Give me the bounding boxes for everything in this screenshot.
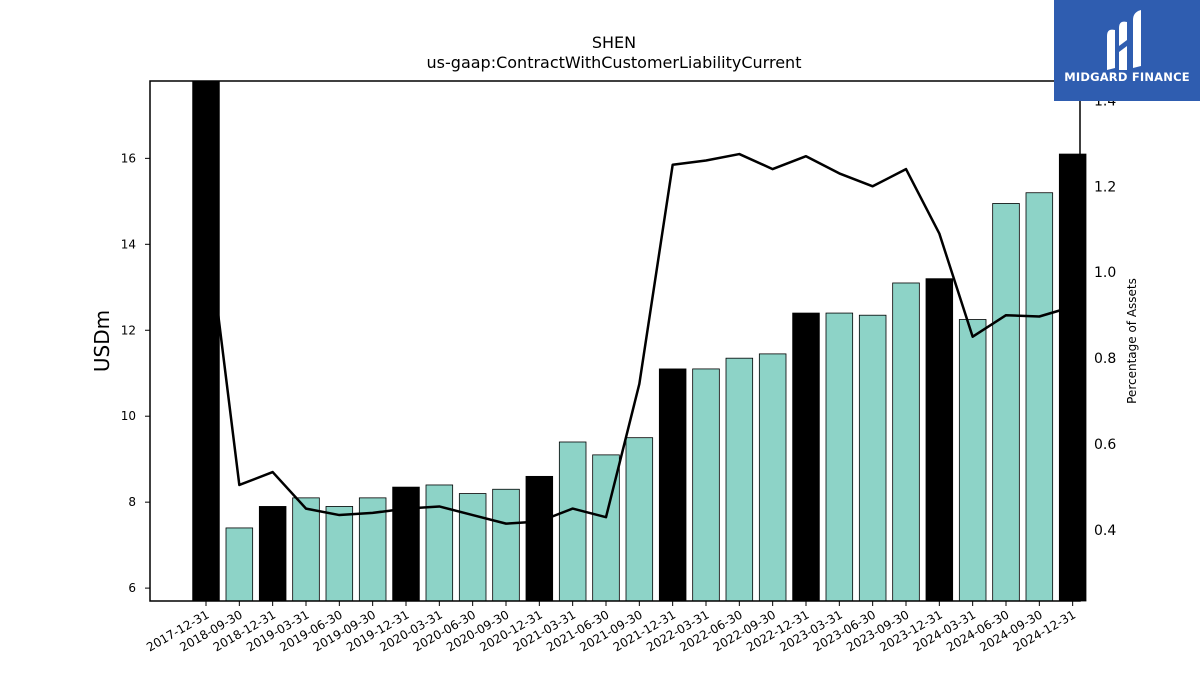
bar-2019-06-30 (325, 506, 354, 602)
y-tick-label: 6 (128, 581, 136, 595)
bar-2022-03-31 (692, 368, 720, 602)
bar-2019-12-31 (392, 486, 420, 602)
y-tick-label: 16 (121, 151, 136, 165)
bar-2021-03-31 (558, 441, 587, 602)
bar-2018-09-30 (225, 527, 254, 602)
line-layer (204, 152, 1074, 525)
bar-2024-09-30 (1025, 192, 1054, 602)
bar-2022-06-30 (725, 357, 754, 602)
bar-2023-03-31 (825, 312, 854, 602)
y2-tick-label: 0.8 (1094, 351, 1116, 367)
y-axis-label: USDm (90, 310, 114, 372)
y2-tick-label: 0.4 (1094, 523, 1116, 539)
bar-2018-12-31 (258, 506, 287, 602)
bar-2023-12-31 (925, 278, 954, 602)
bar-2020-12-31 (525, 475, 554, 602)
bar-2022-12-31 (792, 312, 820, 602)
logo-text: MIDGARD FINANCE (1064, 70, 1190, 84)
y2-axis-label: Percentage of Assets (1125, 278, 1139, 404)
bar-2021-12-31 (658, 368, 687, 602)
percentage-of-assets-line (204, 152, 1074, 525)
chart-subtitle: us-gaap:ContractWithCustomerLiabilityCur… (427, 53, 802, 72)
bar-2023-06-30 (858, 314, 887, 602)
y-tick-label: 14 (121, 237, 136, 251)
bar-2024-03-31 (958, 319, 987, 602)
y-tick-label: 8 (128, 495, 136, 509)
bar-2020-06-30 (458, 493, 487, 602)
bar-2024-06-30 (992, 203, 1020, 602)
bars-layer (192, 80, 1087, 602)
chart-title: SHEN (592, 33, 636, 52)
y-tick-label: 10 (121, 409, 136, 423)
plot-frame (149, 80, 1081, 602)
bar-2019-09-30 (358, 497, 387, 602)
bar-2022-09-30 (758, 353, 787, 602)
bar-2020-09-30 (492, 488, 520, 602)
y2-tick-label: 0.6 (1094, 437, 1116, 453)
y2-tick-label: 1.0 (1094, 265, 1116, 281)
bar-2020-03-31 (425, 484, 454, 602)
y-tick-label: 12 (121, 323, 136, 337)
bar-2023-09-30 (892, 282, 920, 602)
midgard-finance-logo: MIDGARD FINANCE (1054, 0, 1200, 101)
logo-mark-icon (1107, 10, 1141, 71)
y2-tick-label: 1.2 (1094, 179, 1116, 195)
bar-2017-12-31 (192, 80, 220, 602)
bar-2019-03-31 (292, 497, 320, 602)
bar-2021-09-30 (625, 437, 654, 602)
bar-2024-12-31 (1058, 153, 1087, 602)
